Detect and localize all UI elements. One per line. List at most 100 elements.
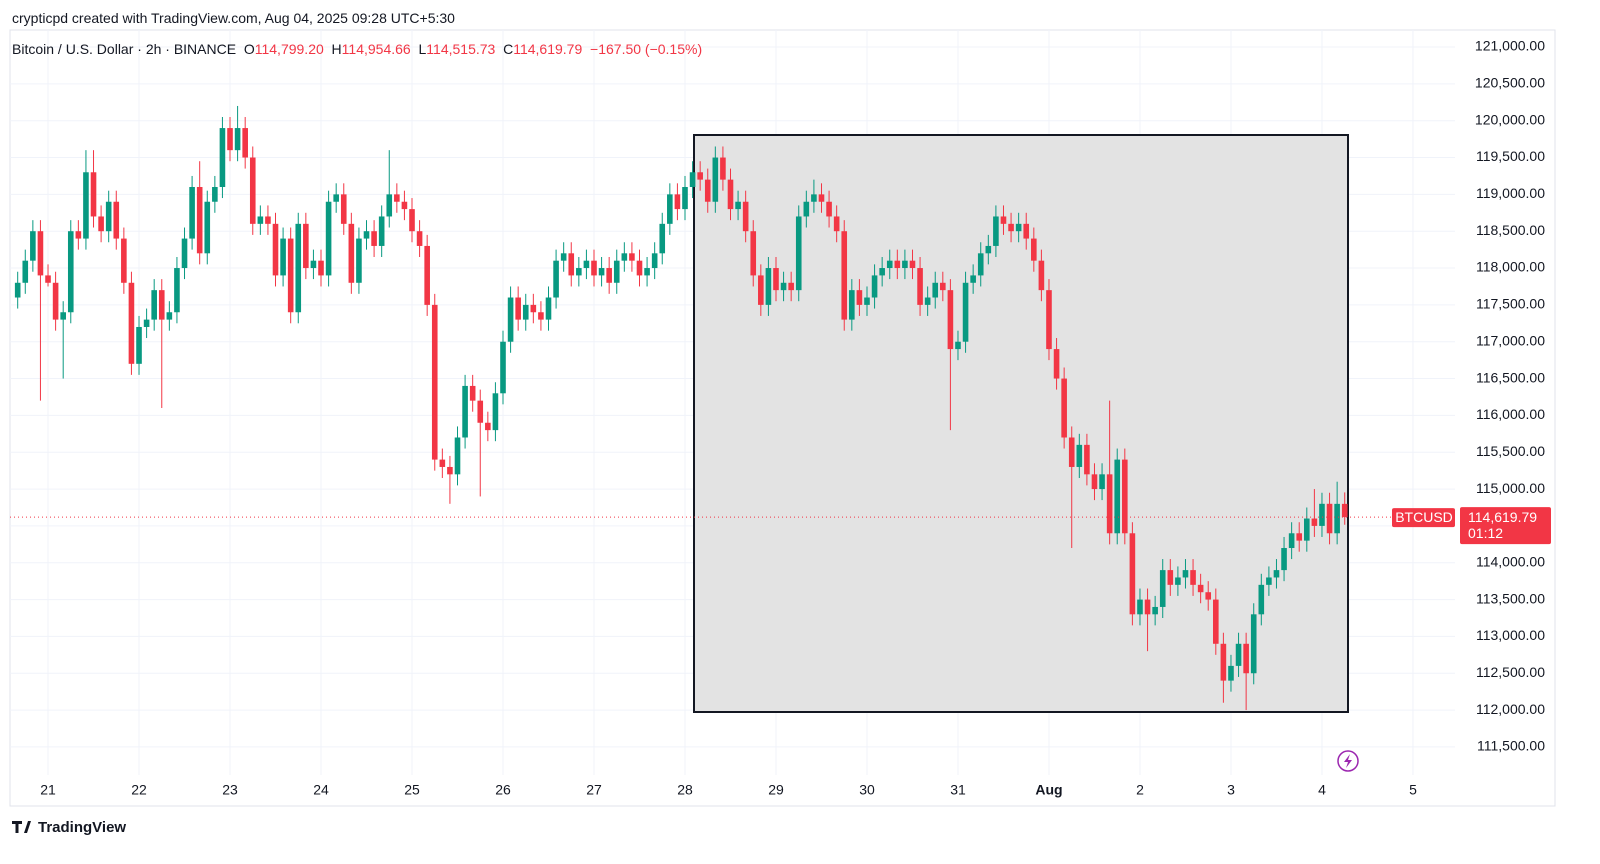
candle-body [697,172,703,180]
candle-body [1038,260,1045,291]
symbol: Bitcoin / U.S. Dollar · 2h · BINANCE [12,41,237,57]
candle-body [651,253,658,269]
candle-body [234,128,241,151]
candle-body [371,231,377,246]
candle-body [98,216,104,232]
ohlc-key: L [418,41,427,57]
candle-body [1296,533,1303,541]
candle-body [249,157,256,224]
candle-body [356,238,362,283]
candle-body [795,216,802,291]
candle-body [416,231,423,246]
x-tick-label: 30 [859,782,875,798]
symbol-tag [1392,508,1455,528]
y-tick-label: 120,000.00 [1475,111,1545,127]
ohlc-key: H [331,41,342,57]
legend-line: Bitcoin / U.S. Dollar · 2h · BINANCE O11… [12,41,702,57]
candle-body [522,304,529,320]
candle-body [849,290,855,320]
candle-body [439,459,446,467]
candle-body [909,260,916,269]
candle-body [295,223,302,313]
x-tick-label: 5 [1409,782,1417,798]
y-tick-label: 118,500.00 [1476,222,1545,238]
candle-body [1266,577,1272,585]
candle-body [485,422,491,431]
candle-body [538,312,544,320]
candle-body [257,216,264,224]
candle-body [394,194,400,202]
candle-body [1114,459,1121,534]
y-tick-label: 118,000.00 [1476,259,1545,275]
candle-body [60,312,66,320]
y-tick-label: 112,000.00 [1476,701,1545,717]
candle-body [803,201,810,217]
candle-body [841,231,848,320]
candle-body [158,290,165,320]
candle-body [629,253,635,261]
y-tick-label: 111,500.00 [1477,738,1545,754]
candle-body [1144,599,1151,615]
candle-body [1046,290,1052,350]
attribution: crypticpd created with TradingView.com, … [12,10,455,26]
candle-body [727,179,734,210]
candle-body [1228,665,1234,681]
candle-body [583,260,590,269]
candle-body [1061,378,1067,438]
candle-body [1341,503,1348,518]
candle-body [1031,238,1037,261]
x-tick-label: 23 [222,782,238,798]
candle-body [37,231,44,276]
x-tick-label: Aug [1035,782,1062,798]
x-tick-label: 29 [768,782,784,798]
x-tick-label: 22 [131,782,147,798]
candle-body [530,304,537,313]
candle-body [879,268,885,276]
candle-body [454,437,461,475]
candle-body [1084,444,1090,475]
candle-body [128,282,135,364]
x-tick-label: 25 [404,782,420,798]
candle-body [83,172,89,239]
candle-body [166,312,173,320]
candle-body [568,253,575,276]
y-tick-label: 120,500.00 [1475,75,1545,91]
candle-body [758,275,764,305]
candle-body [121,238,127,283]
y-tick-label: 117,500.00 [1476,296,1545,312]
candle-body [924,297,931,305]
candle-body [348,223,355,283]
candle-body [507,297,514,342]
candle-body [962,282,969,342]
candle-body [1106,474,1113,534]
candle-body [431,304,438,460]
price-tag [1460,507,1551,545]
brand: TradingView [38,819,126,836]
candle-body [310,260,317,269]
candle-body [1175,577,1181,585]
candle-body [196,187,203,254]
candle-body [14,282,21,298]
candle-body [864,297,870,305]
candle-body [545,297,552,320]
candle-body [325,201,332,276]
candle-body [788,282,794,291]
candle-body [265,216,271,224]
y-tick-label: 119,000.00 [1476,185,1545,201]
candle-body [287,238,294,313]
price-tag-label: 114,619.79 [1468,509,1537,525]
candle-body [227,128,233,151]
candle-body [674,194,681,210]
candle-body [30,231,36,261]
candle-body [704,179,711,202]
candle-body [1213,599,1219,644]
ohlc-value: 114,799.20 [254,41,324,57]
candle-body [22,260,29,283]
candle-body [67,231,74,313]
candle-body [833,216,840,232]
candle-body [1197,584,1204,593]
candle-body [591,260,597,276]
candle-body [1129,533,1136,615]
candle-body [977,253,984,276]
candle-body [1099,474,1105,490]
